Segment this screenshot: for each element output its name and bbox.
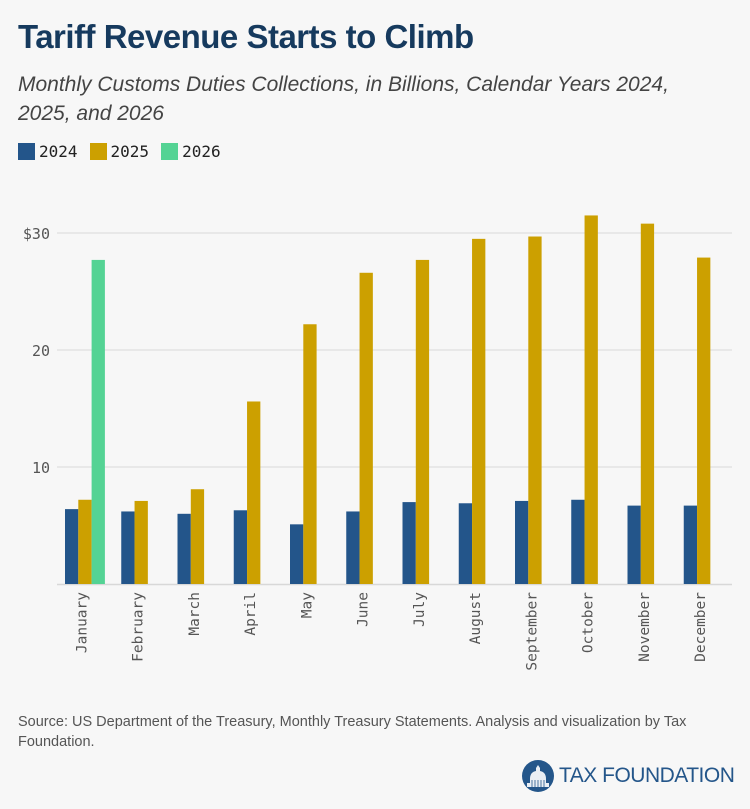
tax-foundation-logo: TAX FOUNDATION xyxy=(521,759,735,793)
x-tick-label: May xyxy=(299,592,315,618)
bars xyxy=(65,215,711,584)
x-tick-label: July xyxy=(412,592,428,627)
legend-label-2025: 2025 xyxy=(110,142,150,161)
chart-subtitle: Monthly Customs Duties Collections, in B… xyxy=(18,73,669,125)
bar-2025-april xyxy=(247,401,261,584)
bar-2025-march xyxy=(190,489,205,584)
bar-2025-may xyxy=(303,324,317,584)
x-tick-label: January xyxy=(74,592,90,653)
bar-2024-june xyxy=(346,511,360,584)
x-tick-label: October xyxy=(581,592,597,653)
logo-text: TAX FOUNDATION xyxy=(559,764,735,787)
source-note: Source: US Department of the Treasury, M… xyxy=(18,714,687,750)
y-tick-label: 10 xyxy=(32,459,50,477)
legend-label-2026: 2026 xyxy=(182,142,221,161)
bar-2025-february xyxy=(134,500,148,584)
legend: 2024 2025 2026 xyxy=(18,142,221,161)
bar-2026-january xyxy=(91,259,105,584)
x-axis-ticks: January February March April May June July Augu… xyxy=(74,592,709,671)
bar-2024-november xyxy=(627,505,641,584)
x-tick-label: August xyxy=(468,592,484,644)
chart-title: Tariff Revenue Starts to Climb xyxy=(18,18,474,55)
bar-2024-september xyxy=(515,500,529,584)
bar-2025-july xyxy=(415,259,430,584)
x-tick-label: February xyxy=(131,592,147,662)
legend-label-2024: 2024 xyxy=(39,142,78,161)
bar-2024-august xyxy=(458,503,473,584)
x-tick-label: November xyxy=(637,592,653,662)
bar-2025-august xyxy=(472,238,486,584)
bar-2024-march xyxy=(177,513,191,584)
bar-2024-january xyxy=(65,509,79,584)
x-tick-label: March xyxy=(187,592,203,636)
gridlines xyxy=(57,232,732,586)
bar-2024-february xyxy=(121,511,135,584)
bar-chart: 10 20 $30 January February March April May June… xyxy=(23,215,732,671)
y-tick-label: $30 xyxy=(23,225,50,243)
bar-2025-october xyxy=(584,215,598,584)
x-tick-label: September xyxy=(524,592,540,671)
bar-2024-december xyxy=(683,505,698,584)
x-tick-label: April xyxy=(243,592,259,636)
y-tick-label: 20 xyxy=(32,342,50,360)
legend-item-2024: 2024 xyxy=(18,142,78,161)
bar-2025-september xyxy=(528,236,542,584)
bar-2024-july xyxy=(402,502,416,584)
y-axis-ticks: 10 20 $30 xyxy=(23,225,50,477)
bar-2025-december xyxy=(697,257,711,584)
bar-2025-november xyxy=(640,223,655,584)
bar-2024-april xyxy=(233,510,248,584)
legend-swatch-2024 xyxy=(18,143,35,160)
legend-item-2025: 2025 xyxy=(89,142,150,161)
legend-item-2026: 2026 xyxy=(161,142,221,161)
bar-2024-october xyxy=(571,499,585,584)
x-tick-label: June xyxy=(356,592,372,627)
bar-2025-january xyxy=(78,499,92,584)
legend-swatch-2025 xyxy=(89,143,107,160)
legend-swatch-2026 xyxy=(161,143,179,160)
capitol-dome-icon xyxy=(522,760,554,792)
bar-2025-june xyxy=(359,272,373,584)
bar-2024-may xyxy=(290,524,304,584)
x-tick-label: December xyxy=(693,592,709,662)
